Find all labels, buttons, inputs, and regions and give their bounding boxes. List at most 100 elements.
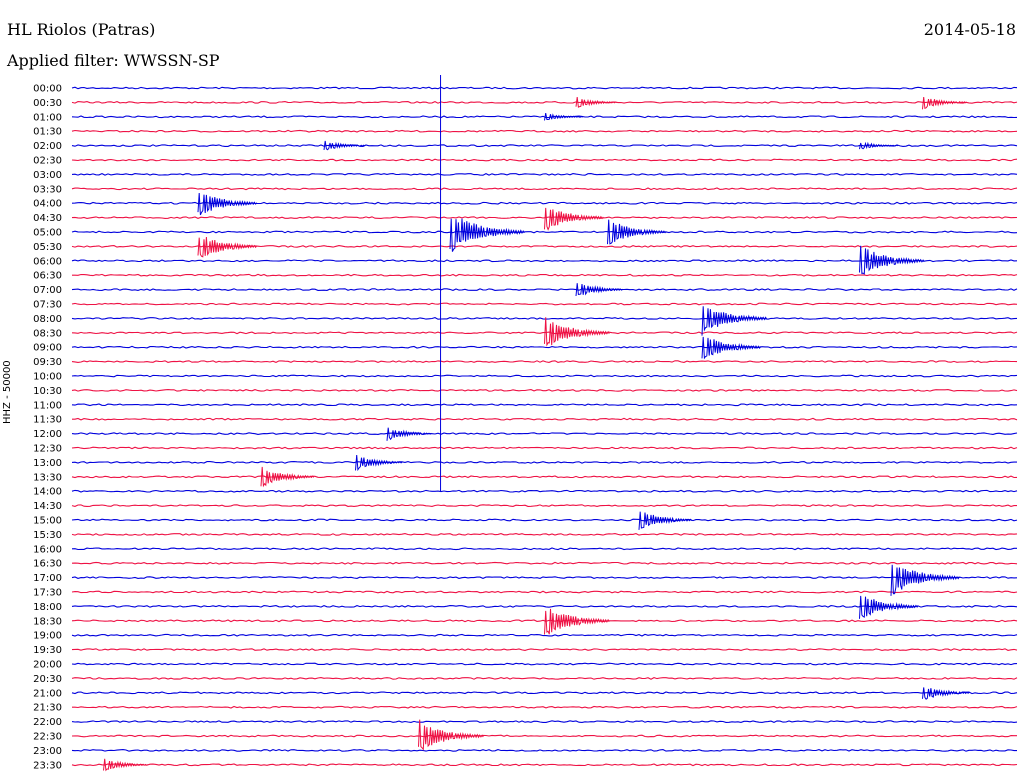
- row-tick-label: 05:30: [33, 242, 62, 253]
- row-tick-label: 20:00: [33, 660, 62, 671]
- seismic-trace-0930: [71, 360, 1018, 364]
- event-burst: [197, 236, 258, 258]
- date-label: 2014-05-18: [923, 20, 1016, 39]
- seismic-trace-1030: [71, 389, 1018, 392]
- seismic-trace-2300: [71, 749, 1017, 752]
- seismic-trace-0600: [71, 259, 1018, 263]
- seismic-trace-0300: [71, 172, 1018, 176]
- event-burst: [544, 608, 610, 635]
- seismic-trace-1300: [71, 461, 1017, 464]
- row-tick-label: 06:00: [33, 256, 62, 267]
- row-tick-label: 03:00: [33, 170, 62, 181]
- seismic-trace-1830: [71, 619, 1018, 623]
- row-tick-label: 15:30: [33, 530, 62, 541]
- seismic-trace-1730: [71, 590, 1018, 594]
- seismic-trace-1530: [71, 533, 1018, 536]
- seismic-trace-0100: [71, 115, 1018, 119]
- seismic-trace-1400: [71, 489, 1018, 493]
- seismic-trace-2130: [72, 705, 1018, 709]
- seismic-trace-1700: [71, 576, 1018, 579]
- tick-group: 00:00 00:30 01:00 01:30 02:00 02:30 03:00 03:30…: [33, 84, 62, 772]
- station-title: HL Riolos (Patras): [7, 20, 156, 39]
- row-tick-label: 12:30: [33, 444, 62, 455]
- row-tick-label: 11:30: [33, 415, 62, 426]
- seismic-trace-1800: [71, 604, 1018, 608]
- row-tick-label: 02:00: [33, 141, 62, 152]
- row-tick-label: 05:00: [33, 228, 62, 239]
- event-burst: [103, 758, 149, 772]
- seismic-trace-0830: [71, 331, 1018, 335]
- row-tick-label: 01:00: [33, 112, 62, 123]
- seismic-trace-1000: [71, 374, 1018, 378]
- seismic-trace-0430: [71, 216, 1018, 219]
- seismic-trace-1900: [71, 633, 1018, 637]
- seismic-trace-1430: [71, 504, 1017, 507]
- seismic-trace-1230: [71, 446, 1018, 450]
- row-tick-label: 06:30: [33, 271, 62, 282]
- row-tick-label: 01:30: [33, 127, 62, 138]
- row-tick-label: 14:00: [33, 487, 62, 498]
- row-tick-label: 22:30: [33, 732, 62, 743]
- row-tick-label: 15:00: [33, 516, 62, 527]
- row-tick-label: 22:00: [33, 717, 62, 728]
- seismic-trace-0030: [71, 100, 1018, 104]
- event-burst: [575, 97, 617, 108]
- seismic-trace-1100: [71, 403, 1018, 407]
- seismic-trace-2200: [71, 720, 1018, 724]
- row-tick-label: 23:00: [33, 746, 62, 757]
- seismic-trace-0500: [71, 230, 1018, 234]
- event-group: [103, 75, 970, 772]
- seismic-trace-1930: [71, 648, 1018, 651]
- row-tick-label: 13:30: [33, 472, 62, 483]
- row-tick-label: 10:30: [33, 386, 62, 397]
- event-burst: [197, 192, 258, 216]
- event-burst: [544, 207, 604, 231]
- row-tick-label: 07:00: [33, 285, 62, 296]
- seismic-trace-2100: [71, 691, 1018, 695]
- row-tick-label: 23:30: [33, 760, 62, 771]
- seismic-trace-0900: [71, 345, 1018, 349]
- row-tick-label: 09:00: [33, 343, 62, 354]
- event-burst: [701, 336, 762, 360]
- row-tick-label: 17:00: [33, 573, 62, 584]
- event-burst: [859, 595, 919, 619]
- event-burst: [386, 427, 432, 441]
- row-tick-label: 16:30: [33, 559, 62, 570]
- row-tick-label: 19:00: [33, 631, 62, 642]
- filter-label: Applied filter: WWSSN-SP: [7, 51, 220, 70]
- row-tick-label: 04:00: [33, 199, 62, 210]
- event-burst: [355, 455, 403, 472]
- row-tick-label: 00:30: [33, 98, 62, 109]
- seismic-trace-1600: [71, 547, 1017, 551]
- row-tick-label: 19:30: [33, 645, 62, 656]
- seismic-trace-0230: [71, 158, 1018, 162]
- row-tick-label: 08:30: [33, 328, 62, 339]
- row-tick-label: 00:00: [33, 84, 62, 95]
- row-tick-label: 11:00: [33, 400, 62, 411]
- seismic-trace-2230: [71, 734, 1017, 738]
- seismic-trace-0330: [71, 187, 1018, 191]
- event-burst: [575, 283, 624, 297]
- row-tick-label: 04:30: [33, 213, 62, 224]
- seismic-trace-1130: [72, 417, 1018, 421]
- seismic-trace-0730: [71, 302, 1018, 306]
- event-burst: [859, 141, 899, 150]
- seismic-trace-1630: [71, 561, 1018, 565]
- event-burst: [323, 140, 366, 151]
- event-burst: [859, 245, 925, 275]
- event-burst: [449, 218, 525, 252]
- row-tick-label: 07:30: [33, 300, 62, 311]
- event-burst: [922, 97, 968, 110]
- seismic-trace-0200: [71, 144, 1018, 147]
- event-burst: [890, 564, 960, 596]
- trace-group: [71, 86, 1018, 767]
- seismic-trace-1500: [71, 518, 1018, 522]
- seismic-trace-0700: [71, 288, 1018, 292]
- seismic-trace-2030: [71, 676, 1018, 680]
- seismic-trace-0630: [72, 273, 1018, 277]
- row-tick-label: 13:00: [33, 458, 62, 469]
- seismic-trace-1330: [71, 475, 1018, 479]
- row-tick-label: 18:30: [33, 616, 62, 627]
